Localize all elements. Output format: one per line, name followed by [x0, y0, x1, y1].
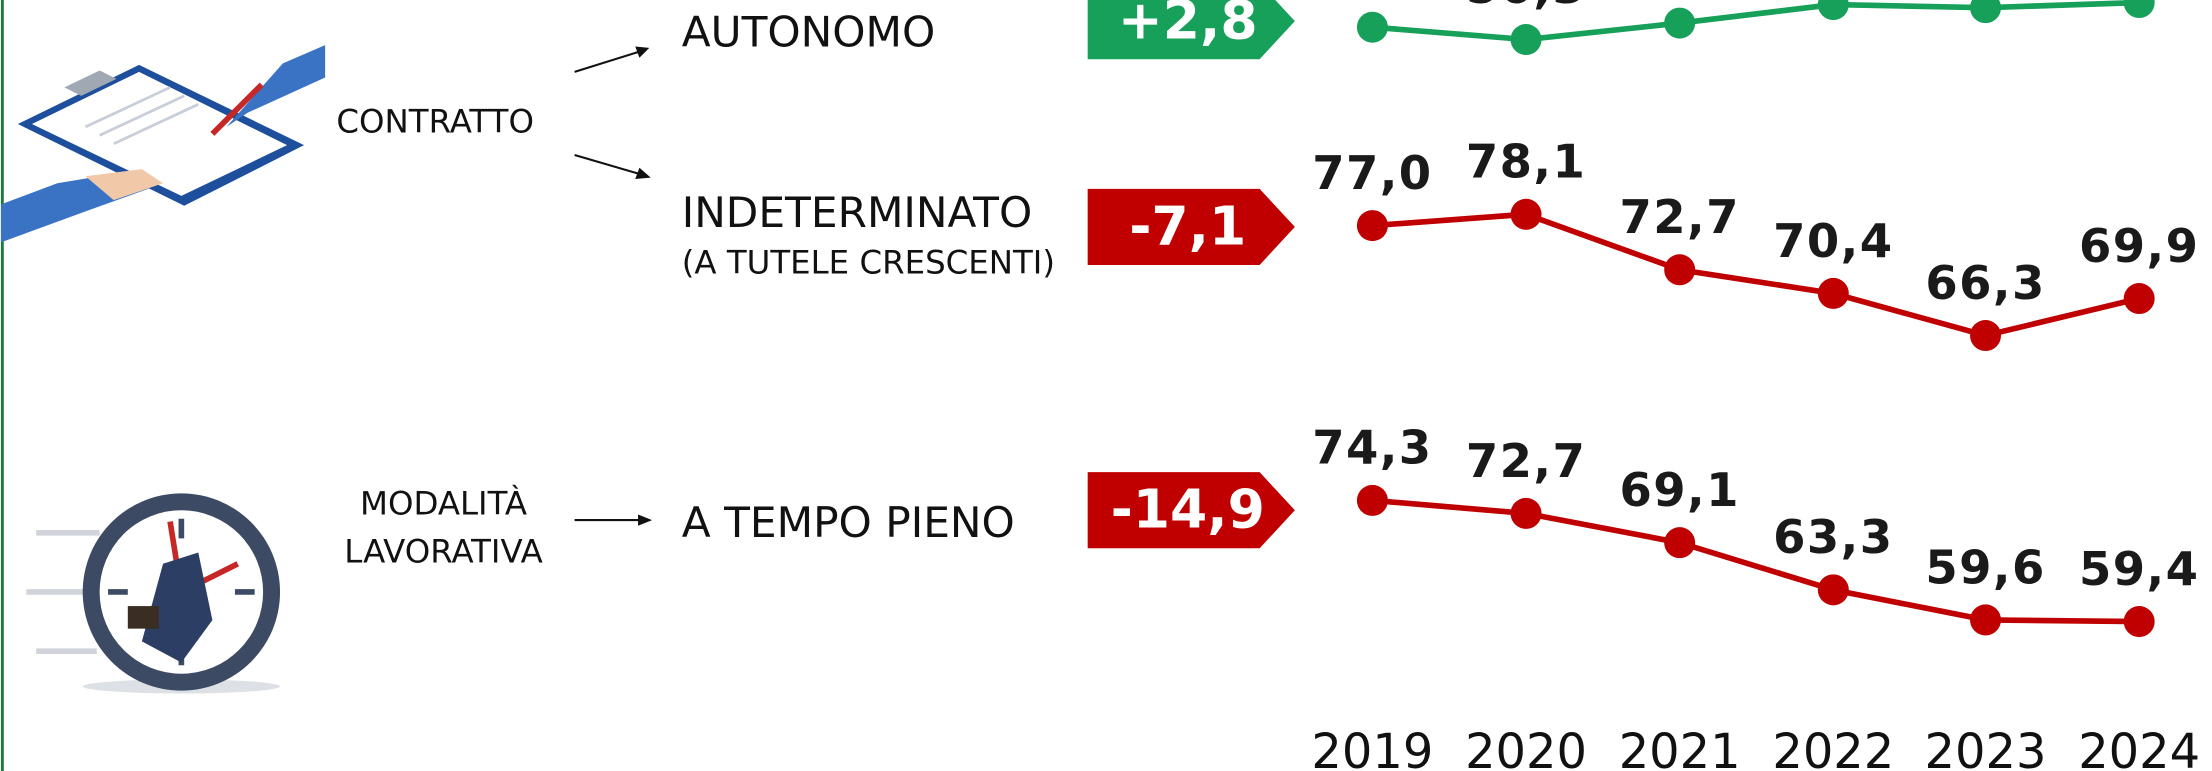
value-label: 77,0	[1312, 146, 1432, 200]
row-title: A TEMPO PIENO	[682, 498, 1015, 547]
x-tick-label: 2021	[1619, 725, 1741, 771]
value-label: 72,7	[1466, 434, 1586, 488]
value-label: 59,4	[2079, 542, 2199, 596]
contract-icon	[0, 45, 326, 243]
clock-icon	[26, 493, 281, 694]
badge-label: -7,1	[1129, 194, 1246, 257]
row-title: INDETERMINATO	[682, 188, 1032, 237]
row-subtitle: (A TUTELE CRESCENTI)	[682, 243, 1055, 281]
value-label: 74,3	[1312, 421, 1432, 475]
point	[1664, 527, 1696, 559]
line	[1372, 0, 2140, 43]
point	[1356, 11, 1388, 43]
point	[2123, 606, 2155, 638]
arrow	[574, 49, 643, 73]
point	[1664, 254, 1696, 286]
row-title: AUTONOMO	[682, 8, 936, 57]
point	[1510, 497, 1542, 529]
x-tick-label: 2020	[1465, 725, 1587, 771]
badge	[1087, 0, 1295, 60]
point	[1817, 0, 1849, 21]
point	[1356, 210, 1388, 242]
x-tick-label: 2023	[1925, 725, 2047, 771]
arrow-head	[638, 514, 653, 526]
arrow-head	[635, 167, 651, 180]
group-label: MODALITÀ	[360, 484, 527, 522]
line	[1372, 497, 2140, 625]
value-label: 78,1	[1466, 135, 1586, 189]
badge	[1087, 188, 1295, 265]
x-tick-label: 2022	[1772, 725, 1894, 771]
value-label: 70,4	[1773, 214, 1893, 268]
value-label: 69,1	[1619, 463, 1739, 517]
line	[1372, 211, 2140, 339]
group-label: CONTRATTO	[336, 102, 534, 140]
value-label: 56,3	[1466, 0, 1586, 14]
point	[1970, 320, 2002, 352]
badge-label: -14,9	[1111, 478, 1265, 541]
value-label: 66,3	[1925, 256, 2045, 310]
badge-label: +2,8	[1118, 0, 1258, 52]
group-label: LAVORATIVA	[344, 532, 542, 570]
point	[1970, 604, 2002, 636]
x-tick-label: 2024	[2078, 725, 2200, 771]
point	[1510, 198, 1542, 230]
arrow-head	[635, 46, 650, 58]
value-label: 63,3	[1773, 510, 1893, 564]
point	[2123, 283, 2155, 315]
value-label: 59,6	[1925, 540, 2045, 594]
point	[1817, 277, 1849, 309]
point	[2123, 0, 2155, 19]
arrow	[574, 154, 643, 176]
point	[1510, 24, 1542, 56]
value-label: 69,9	[2079, 219, 2199, 273]
badge	[1087, 472, 1295, 549]
point	[1817, 574, 1849, 606]
x-tick-label: 2019	[1311, 725, 1433, 771]
point	[1356, 484, 1388, 516]
point	[1664, 7, 1696, 39]
point	[1970, 0, 2002, 24]
left-border	[0, 0, 4, 771]
value-label: 72,7	[1619, 190, 1739, 244]
